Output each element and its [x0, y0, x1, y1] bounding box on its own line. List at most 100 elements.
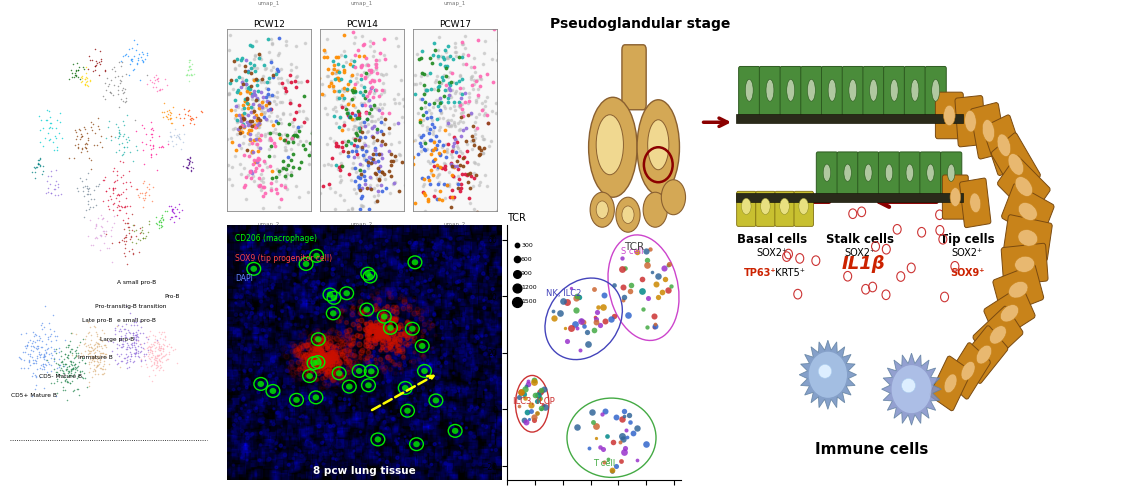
Point: [153, 330, 171, 338]
Point: [73, 372, 91, 380]
Point: [314, 355, 332, 363]
Point: [371, 330, 389, 338]
Point: [365, 335, 383, 343]
Point: [350, 279, 368, 287]
Point: [327, 327, 344, 335]
Point: [456, 44, 473, 52]
Point: [165, 142, 183, 150]
Point: [295, 278, 313, 286]
Point: [240, 122, 258, 129]
Point: [397, 300, 415, 308]
Point: [118, 260, 136, 268]
Point: [270, 34, 288, 42]
Point: [110, 72, 128, 80]
Point: [272, 426, 289, 434]
Point: [81, 364, 99, 372]
Point: [319, 367, 337, 375]
Point: [448, 278, 466, 286]
Point: [104, 184, 122, 192]
Point: [151, 221, 169, 229]
Circle shape: [421, 368, 427, 374]
Point: [269, 74, 287, 82]
Point: [246, 403, 264, 411]
Point: [289, 347, 307, 355]
Point: [288, 72, 306, 80]
Point: [252, 131, 270, 139]
Point: [344, 295, 362, 303]
Point: [263, 302, 280, 310]
Point: [615, 435, 633, 443]
Point: [321, 360, 339, 368]
Point: [224, 355, 242, 363]
Point: [475, 270, 493, 277]
Point: [365, 101, 383, 109]
Point: [230, 415, 248, 423]
Point: [430, 33, 448, 41]
Point: [249, 133, 267, 141]
Point: [304, 351, 322, 359]
Point: [468, 76, 486, 84]
Point: [422, 109, 440, 117]
Point: [454, 118, 472, 125]
Point: [304, 448, 322, 456]
Point: [413, 394, 431, 402]
Point: [233, 54, 251, 62]
Point: [438, 181, 456, 189]
Point: [234, 164, 252, 171]
Point: [353, 41, 371, 49]
Point: [477, 260, 495, 268]
Point: [386, 152, 404, 160]
Point: [380, 344, 398, 352]
Point: [365, 51, 383, 59]
Point: [61, 362, 79, 370]
Point: [452, 94, 470, 102]
Point: [331, 304, 349, 312]
Point: [35, 351, 53, 359]
Point: [352, 134, 370, 142]
Point: [155, 352, 173, 360]
Point: [77, 63, 95, 71]
Point: [117, 350, 135, 358]
Point: [373, 344, 390, 352]
Point: [330, 329, 348, 337]
Point: [300, 377, 318, 385]
Title: PCW17: PCW17: [439, 20, 471, 28]
Point: [413, 447, 431, 455]
Point: [59, 367, 77, 374]
Point: [80, 358, 98, 366]
Point: [22, 346, 40, 354]
Point: [96, 227, 114, 235]
Point: [417, 439, 435, 447]
Point: [375, 310, 393, 318]
Point: [236, 122, 254, 130]
Point: [368, 125, 386, 133]
Point: [126, 36, 144, 44]
Point: [450, 277, 468, 285]
Point: [347, 51, 365, 59]
Point: [84, 354, 102, 362]
Point: [116, 203, 134, 211]
Point: [114, 117, 132, 125]
Point: [613, 265, 631, 272]
Point: [26, 356, 44, 364]
Point: [397, 390, 415, 397]
Point: [364, 289, 381, 297]
Point: [93, 337, 111, 344]
Point: [448, 345, 466, 353]
Point: [160, 350, 178, 358]
Point: [417, 86, 435, 94]
Point: [395, 358, 413, 366]
Point: [394, 106, 412, 114]
Point: [273, 181, 291, 189]
Point: [321, 339, 339, 346]
Point: [243, 170, 261, 177]
Point: [96, 173, 114, 181]
Point: [259, 99, 277, 107]
Point: [387, 302, 405, 310]
Point: [289, 358, 307, 366]
Point: [284, 463, 302, 470]
Point: [349, 316, 367, 324]
Point: [226, 96, 243, 104]
Point: [451, 147, 469, 155]
Point: [139, 346, 157, 354]
